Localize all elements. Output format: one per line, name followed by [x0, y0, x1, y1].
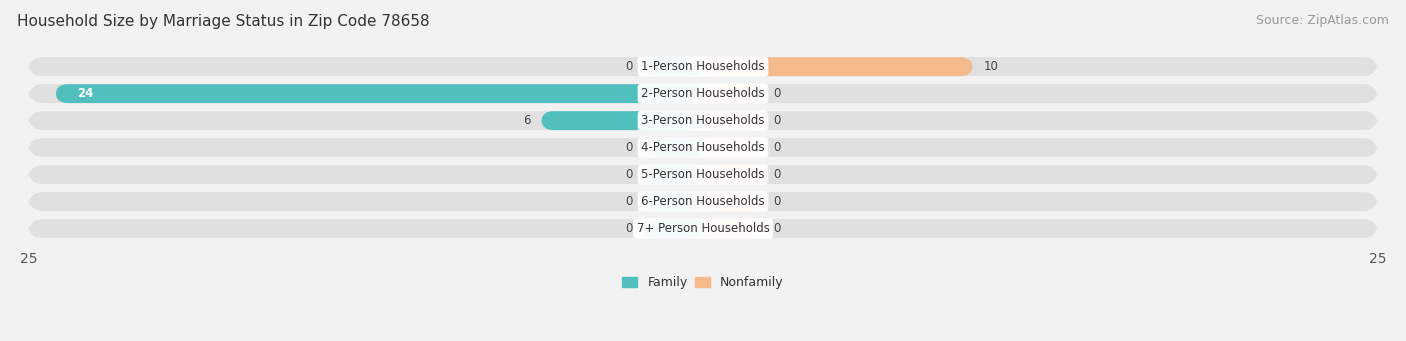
FancyBboxPatch shape — [28, 165, 1378, 184]
Text: 3-Person Households: 3-Person Households — [641, 114, 765, 127]
FancyBboxPatch shape — [703, 219, 762, 238]
Text: 5-Person Households: 5-Person Households — [641, 168, 765, 181]
Text: 0: 0 — [626, 195, 633, 208]
FancyBboxPatch shape — [644, 192, 703, 211]
Text: 0: 0 — [773, 141, 780, 154]
Text: 0: 0 — [773, 195, 780, 208]
Text: 0: 0 — [773, 222, 780, 235]
Text: Source: ZipAtlas.com: Source: ZipAtlas.com — [1256, 14, 1389, 27]
FancyBboxPatch shape — [703, 165, 762, 184]
FancyBboxPatch shape — [644, 138, 703, 157]
Text: 0: 0 — [626, 222, 633, 235]
FancyBboxPatch shape — [703, 192, 762, 211]
FancyBboxPatch shape — [703, 111, 762, 130]
Text: 10: 10 — [984, 60, 998, 73]
Legend: Family, Nonfamily: Family, Nonfamily — [623, 276, 783, 289]
FancyBboxPatch shape — [28, 111, 1378, 130]
FancyBboxPatch shape — [644, 57, 703, 76]
Text: Household Size by Marriage Status in Zip Code 78658: Household Size by Marriage Status in Zip… — [17, 14, 429, 29]
Text: 1-Person Households: 1-Person Households — [641, 60, 765, 73]
Text: 2-Person Households: 2-Person Households — [641, 87, 765, 100]
FancyBboxPatch shape — [644, 165, 703, 184]
Text: 7+ Person Households: 7+ Person Households — [637, 222, 769, 235]
Text: 0: 0 — [773, 114, 780, 127]
FancyBboxPatch shape — [28, 192, 1378, 211]
FancyBboxPatch shape — [28, 219, 1378, 238]
Text: 6-Person Households: 6-Person Households — [641, 195, 765, 208]
Text: 0: 0 — [626, 141, 633, 154]
FancyBboxPatch shape — [28, 138, 1378, 157]
FancyBboxPatch shape — [541, 111, 703, 130]
FancyBboxPatch shape — [703, 57, 973, 76]
FancyBboxPatch shape — [55, 84, 703, 103]
FancyBboxPatch shape — [703, 84, 762, 103]
Text: 0: 0 — [773, 168, 780, 181]
Text: 6: 6 — [523, 114, 530, 127]
FancyBboxPatch shape — [28, 84, 1378, 103]
FancyBboxPatch shape — [28, 57, 1378, 76]
Text: 24: 24 — [77, 87, 93, 100]
FancyBboxPatch shape — [703, 138, 762, 157]
Text: 4-Person Households: 4-Person Households — [641, 141, 765, 154]
FancyBboxPatch shape — [644, 219, 703, 238]
Text: 0: 0 — [773, 87, 780, 100]
Text: 0: 0 — [626, 60, 633, 73]
Text: 0: 0 — [626, 168, 633, 181]
